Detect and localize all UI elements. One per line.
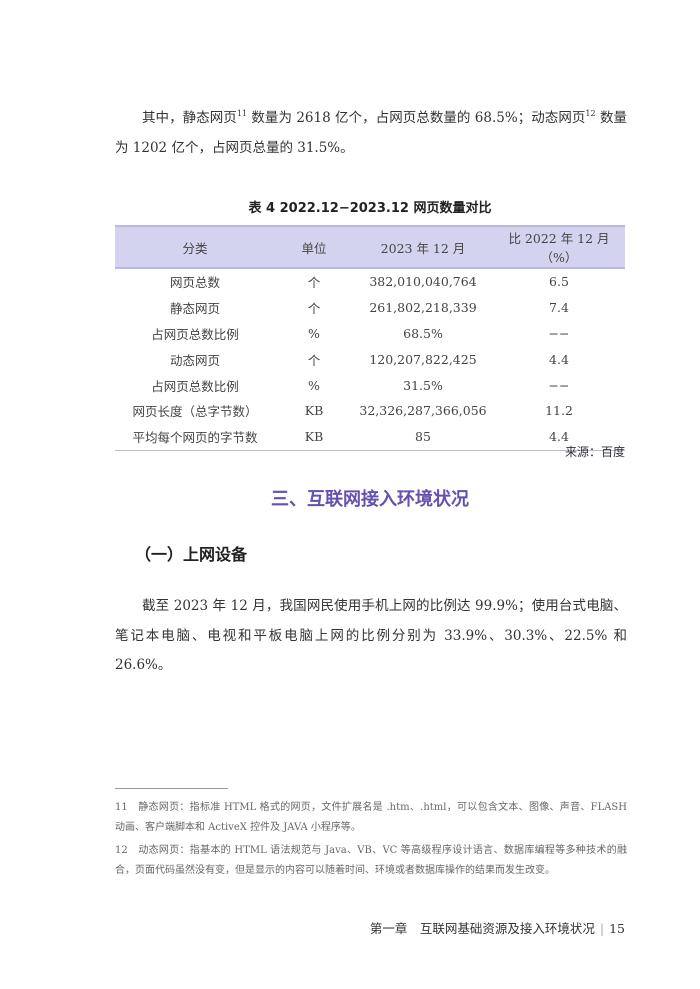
table-row: 网页长度（总字节数） KB 32,326,287,366,056 11.2 bbox=[115, 398, 625, 424]
footnote-11: 11 静态网页：指标准 HTML 格式的网页，文件扩展名是 .htm、.html… bbox=[115, 802, 627, 833]
subsection-title: （一）上网设备 bbox=[135, 545, 248, 564]
cell-change: 7.4 bbox=[549, 300, 569, 316]
cell-category: 静态网页 bbox=[169, 301, 220, 317]
section-title: 三、互联网接入环境状况 bbox=[271, 489, 469, 510]
header-unit: 单位 bbox=[275, 225, 353, 269]
cell-category: 占网页总数比例 bbox=[151, 326, 239, 342]
cell-unit: KB bbox=[304, 403, 324, 419]
cell-category: 平均每个网页的字节数 bbox=[115, 423, 275, 451]
intro-text-2: 数量为 2618 亿个，占网页总数量的 68.5%；动态网页 bbox=[247, 110, 586, 126]
intro-text-3: 数量为 1202 亿个，占网页总量的 31.5%。 bbox=[115, 110, 627, 156]
cell-category: 网页长度（总字节数） bbox=[132, 404, 258, 420]
cell-change: 4.4 bbox=[493, 423, 625, 451]
cell-change: 6.5 bbox=[549, 274, 569, 290]
table-header-row: 分类 单位 2023 年 12 月 比 2022 年 12 月（%） bbox=[115, 225, 625, 269]
cell-category: 占网页总数比例 bbox=[151, 378, 239, 394]
footnote-12: 12 动态网页：指基本的 HTML 语法规范与 Java、VB、VC 等高级程序… bbox=[115, 845, 627, 876]
header-category: 分类 bbox=[115, 225, 275, 269]
header-change: 比 2022 年 12 月（%） bbox=[493, 225, 625, 269]
cell-unit: 个 bbox=[307, 301, 321, 317]
cell-value: 120,207,822,425 bbox=[369, 351, 477, 367]
cell-change: 4.4 bbox=[549, 351, 569, 367]
cell-value: 32,326,287,366,056 bbox=[359, 403, 487, 419]
footnotes: 11 静态网页：指标准 HTML 格式的网页，文件扩展名是 .htm、.html… bbox=[115, 798, 627, 884]
footer-separator: | bbox=[599, 921, 605, 936]
intro-text-1: 其中，静态网页 bbox=[142, 110, 237, 126]
footnote-ref-11[interactable]: 11 bbox=[236, 109, 248, 118]
table-row: 静态网页 个 261,802,218,339 7.4 bbox=[115, 295, 625, 321]
table-row: 占网页总数比例% 68.5% −− bbox=[115, 321, 625, 347]
cell-value: 85 bbox=[353, 423, 493, 451]
cell-value: 382,010,040,764 bbox=[369, 274, 477, 290]
cell-unit: % bbox=[308, 377, 320, 393]
table-source: 来源：百度 bbox=[564, 445, 625, 459]
cell-category: 网页总数 bbox=[169, 275, 220, 291]
header-2023-12: 2023 年 12 月 bbox=[353, 225, 493, 269]
cell-unit: % bbox=[308, 325, 320, 341]
table-row: 动态网页 个 120,207,822,425 4.4 bbox=[115, 346, 625, 372]
cell-value: 68.5% bbox=[403, 325, 443, 341]
cell-change: −− bbox=[548, 325, 570, 341]
cell-category: 动态网页 bbox=[169, 352, 220, 368]
cell-unit: 个 bbox=[307, 352, 321, 368]
cell-value: 261,802,218,339 bbox=[369, 300, 477, 316]
cell-unit: KB bbox=[275, 423, 353, 451]
table-row: 占网页总数比例% 31.5% −− bbox=[115, 372, 625, 398]
table-title: 表 4 2022.12−2023.12 网页数量对比 bbox=[248, 201, 492, 216]
table-row: 网页总数 个 382,010,040,764 6.5 bbox=[115, 268, 625, 295]
footnote-divider bbox=[115, 788, 228, 789]
page-footer: 第一章 互联网基础资源及接入环境状况 | 15 bbox=[370, 918, 625, 937]
chapter-title: 第一章 互联网基础资源及接入环境状况 bbox=[369, 921, 595, 936]
cell-value: 31.5% bbox=[403, 377, 443, 393]
cell-change: 11.2 bbox=[545, 403, 573, 419]
devices-paragraph: 截至 2023 年 12 月，我国网民使用手机上网的比例达 99.9%；使用台式… bbox=[115, 592, 627, 681]
cell-unit: 个 bbox=[307, 275, 321, 291]
webpage-comparison-table: 分类 单位 2023 年 12 月 比 2022 年 12 月（%） 网页总数个… bbox=[115, 225, 625, 451]
intro-paragraph: 其中，静态网页11 数量为 2618 亿个，占网页总数量的 68.5%；动态网页… bbox=[115, 99, 627, 163]
page-number: 15 bbox=[609, 921, 625, 936]
footnote-ref-12[interactable]: 12 bbox=[585, 109, 596, 118]
devices-text: 截至 2023 年 12 月，我国网民使用手机上网的比例达 99.9%；使用台式… bbox=[115, 598, 627, 673]
cell-change: −− bbox=[548, 377, 570, 393]
table-row: 平均每个网页的字节数 KB 85 4.4 bbox=[115, 423, 625, 451]
